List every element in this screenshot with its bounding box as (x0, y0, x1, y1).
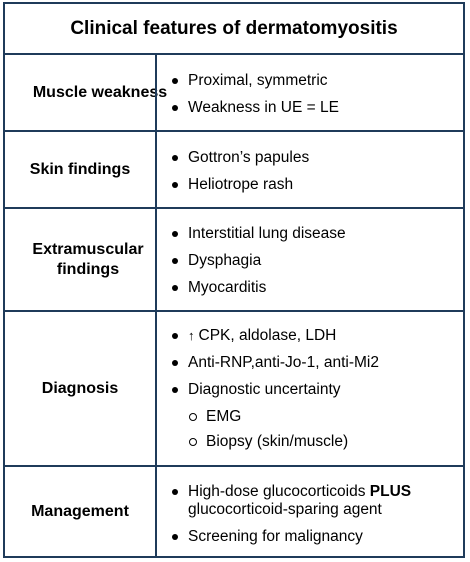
bullet-icon (172, 105, 178, 111)
table-row-extramuscular-findings: Extramuscular findings Interstitial lung… (5, 207, 463, 310)
row-content: Gottron’s papules Heliotrope rash (155, 132, 463, 207)
row-content: ↑ CPK, aldolase, LDH Anti-RNP,anti-Jo-1, … (155, 312, 463, 465)
up-arrow-icon: ↑ (188, 328, 195, 343)
list-item: Interstitial lung disease (171, 225, 463, 243)
table-row-skin-findings: Skin findings Gottron’s papules Heliotro… (5, 130, 463, 207)
bullet-icon (172, 285, 178, 291)
list-item: Myocarditis (171, 279, 463, 297)
table-title: Clinical features of dermatomyositis (70, 17, 398, 39)
bold-emphasis: PLUS (369, 483, 412, 500)
list-item: High-dose glucocorticoids PLUS glucocorti… (171, 483, 463, 519)
table-row-management: Management High-dose glucocorticoids PLU… (5, 465, 463, 556)
bullet-icon (172, 360, 178, 366)
list-item: Anti-RNP,anti-Jo-1, anti-Mi2 (171, 354, 463, 372)
row-label: Diagnosis (41, 379, 119, 397)
bullet-icon (172, 258, 178, 264)
list-item: Proximal, symmetric (171, 72, 463, 90)
bullet-icon (172, 155, 178, 161)
bullet-icon (172, 489, 178, 495)
table-row-muscle-weakness: Muscle weakness Proximal, symmetric Weak… (5, 53, 463, 130)
table-row-diagnosis: Diagnosis ↑ CPK, aldolase, LDH Anti-RNP,a… (5, 310, 463, 465)
bullet-icon (172, 387, 178, 393)
row-content: Proximal, symmetric Weakness in UE = LE (155, 55, 463, 130)
list-item: Diagnostic uncertainty (171, 381, 463, 399)
circle-bullet-icon (189, 413, 197, 421)
circle-bullet-icon (189, 438, 197, 446)
row-label: Management (31, 502, 129, 520)
list-item: Weakness in UE = LE (171, 99, 463, 117)
bullet-icon (172, 182, 178, 188)
list-item: Dysphagia (171, 252, 463, 270)
row-label: Muscle weakness (32, 83, 168, 101)
row-content: High-dose glucocorticoids PLUS glucocorti… (155, 467, 463, 556)
list-item: ↑ CPK, aldolase, LDH (171, 327, 463, 345)
features-table: Clinical features of dermatomyositis Mus… (3, 2, 465, 558)
row-content: Interstitial lung disease Dysphagia Myoc… (155, 209, 463, 310)
sub-list-item: Biopsy (skin/muscle) (171, 433, 463, 451)
bullet-icon (172, 333, 178, 339)
list-item: Heliotrope rash (171, 176, 463, 194)
list-item: Gottron’s papules (171, 149, 463, 167)
bullet-icon (172, 231, 178, 237)
bullet-icon (172, 534, 178, 540)
row-label: Extramuscular findings (32, 240, 144, 278)
sub-list-item: EMG (171, 408, 463, 426)
bullet-icon (172, 78, 178, 84)
row-label: Skin findings (29, 160, 131, 178)
list-item: Screening for malignancy (171, 528, 463, 546)
